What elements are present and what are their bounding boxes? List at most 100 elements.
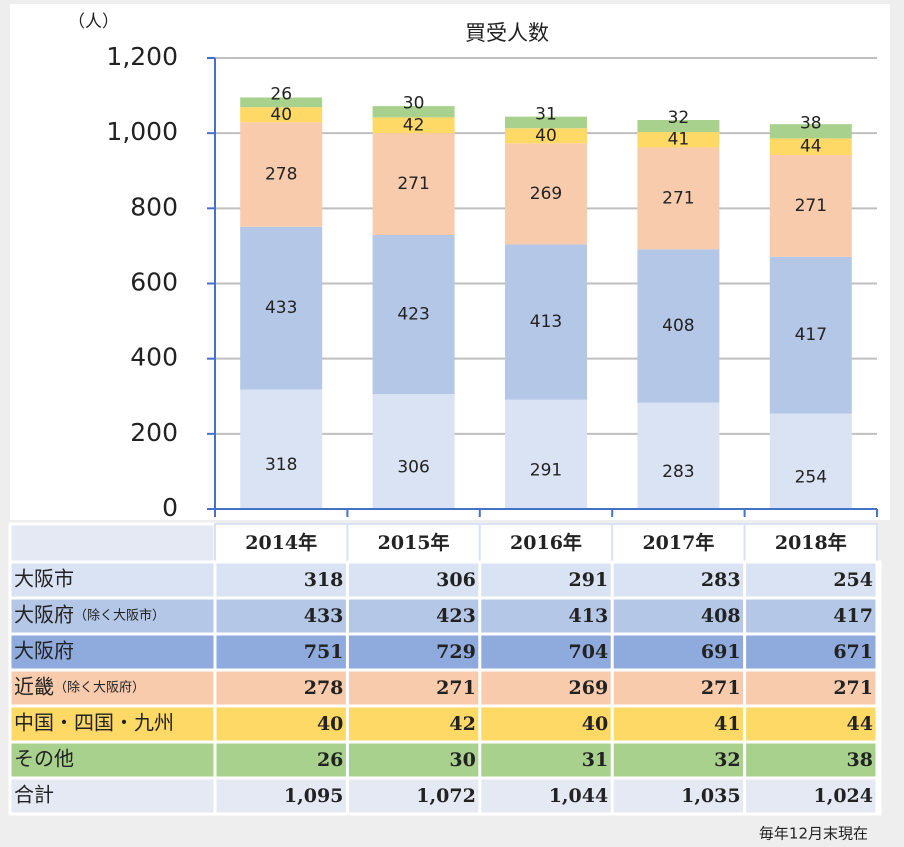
table-value: 704 [569, 641, 609, 663]
data-label: 38 [800, 113, 822, 133]
table-header-cell [346, 523, 481, 563]
bar-segment [372, 133, 455, 236]
bar-segment [505, 128, 587, 144]
table-value: 271 [701, 677, 741, 699]
table-value: 38 [847, 749, 873, 771]
row-label: 中国・四国・九州 [14, 711, 174, 735]
y-unit: （人） [68, 12, 119, 32]
data-label: 41 [668, 130, 690, 150]
data-label: 271 [795, 196, 827, 216]
bar-segment [769, 124, 852, 139]
bar-segment [637, 402, 720, 509]
data-label: 42 [403, 115, 425, 135]
data-label: 271 [397, 174, 429, 194]
data-label: 417 [795, 325, 827, 345]
bar-segment [505, 116, 587, 129]
data-label: 254 [795, 467, 827, 487]
table-header-cell [611, 523, 746, 563]
footnote: 毎年12月末現在 [759, 825, 868, 843]
row-label: 大阪市 [14, 567, 74, 591]
table-value: 423 [436, 605, 476, 627]
bar-segment [372, 117, 455, 134]
data-label: 278 [265, 165, 297, 185]
table-value: 269 [569, 677, 609, 699]
table-value: 306 [436, 569, 476, 591]
table-value: 1,072 [416, 785, 476, 807]
bar-segment [505, 143, 587, 245]
y-tick-label: 1,000 [106, 117, 178, 146]
table-value: 271 [833, 677, 873, 699]
data-label: 269 [530, 184, 562, 204]
bar-segment [637, 120, 720, 133]
data-label: 40 [535, 126, 557, 146]
bar-segment [637, 147, 720, 250]
bar-segment [769, 138, 852, 155]
y-tick-label: 600 [130, 268, 178, 297]
row-note: （除く大阪府） [54, 681, 145, 696]
table-value: 42 [449, 713, 475, 735]
table-value: 40 [317, 713, 343, 735]
data-label: 291 [530, 460, 562, 480]
table-value: 32 [714, 749, 740, 771]
bar-segment [240, 389, 323, 509]
bar-segment [240, 122, 323, 227]
table-value: 408 [701, 605, 741, 627]
table-value: 413 [569, 605, 609, 627]
data-label: 44 [800, 137, 822, 157]
chart-title: 買受人数 [465, 21, 549, 45]
data-label: 306 [397, 457, 429, 477]
bar-segment [240, 107, 323, 123]
table-row [8, 596, 882, 636]
table-value: 44 [847, 713, 873, 735]
table-header: 2016年 [510, 531, 582, 554]
bar-segment [372, 106, 455, 118]
table-header-cell [214, 523, 349, 563]
data-label: 31 [535, 104, 557, 124]
bar-segment [505, 244, 587, 400]
table-value: 283 [701, 569, 741, 591]
y-tick-label: 400 [130, 343, 178, 372]
table-header: 2018年 [775, 531, 847, 554]
table-value: 1,035 [681, 785, 741, 807]
data-label: 271 [662, 188, 694, 208]
data-label: 283 [662, 462, 694, 482]
row-label: 大阪府 [14, 639, 74, 663]
y-tick-label: 200 [130, 418, 178, 447]
table-value: 417 [833, 605, 873, 627]
data-label: 423 [397, 305, 429, 325]
table-value: 318 [304, 569, 344, 591]
table-value: 31 [582, 749, 608, 771]
data-label: 413 [530, 312, 562, 332]
bar-segment [637, 132, 720, 148]
table-header: 2014年 [245, 531, 317, 554]
table-header: 2017年 [642, 531, 714, 554]
bar-segment [505, 399, 587, 509]
table-value: 271 [436, 677, 476, 699]
table-value: 254 [833, 569, 873, 591]
row-note: （除く大阪市） [74, 608, 165, 624]
table-value: 1,044 [549, 785, 609, 807]
bar-segment [769, 256, 852, 414]
table-header-cell [8, 522, 217, 564]
y-tick-label: 1,200 [106, 42, 178, 71]
table-row [8, 776, 882, 816]
table-header-cell [478, 523, 614, 563]
data-label: 318 [265, 455, 297, 475]
table-header-cell [743, 523, 878, 563]
bar-segment [240, 226, 323, 390]
table-value: 41 [714, 713, 740, 735]
bar-segment [372, 393, 455, 509]
row-label: その他 [14, 747, 74, 771]
table-value: 433 [304, 605, 344, 627]
row-label: 大阪府 [14, 603, 74, 627]
data-label: 30 [403, 94, 425, 114]
table-value: 26 [317, 749, 343, 771]
table-value: 291 [569, 569, 609, 591]
table-header: 2015年 [378, 531, 450, 554]
table-row [8, 740, 882, 780]
table-value: 40 [582, 713, 608, 735]
data-label: 433 [265, 298, 297, 318]
data-label: 32 [668, 108, 690, 128]
table-value: 671 [833, 641, 873, 663]
